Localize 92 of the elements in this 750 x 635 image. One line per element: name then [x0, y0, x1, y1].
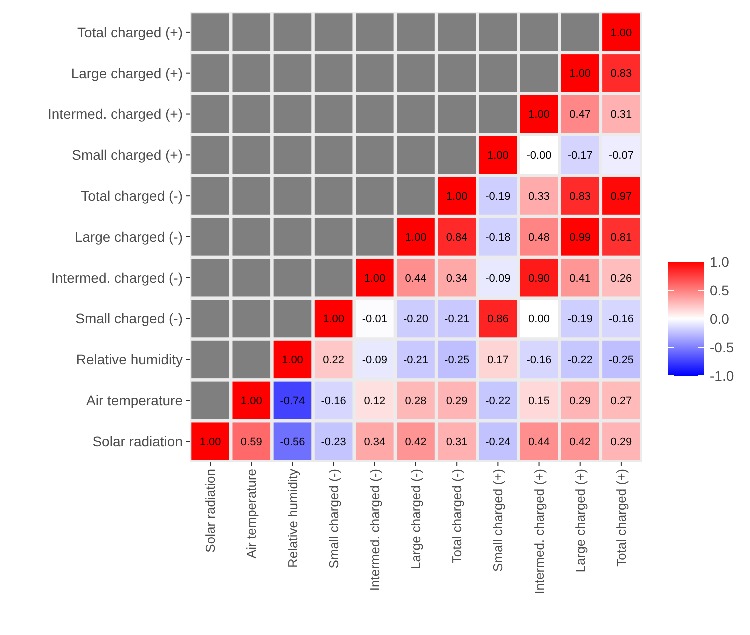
- y-tick-label: Relative humidity: [76, 352, 183, 368]
- data-label: 1.00: [610, 27, 632, 40]
- data-label: 0.84: [446, 232, 468, 244]
- data-label: 1.00: [405, 232, 427, 244]
- data-label: -0.25: [608, 354, 634, 367]
- data-label: 1.00: [200, 436, 222, 448]
- data-label: -0.25: [444, 354, 470, 367]
- data-label: -0.24: [486, 436, 511, 448]
- data-label: 1.00: [282, 354, 304, 367]
- data-label: 1.00: [528, 109, 550, 122]
- x-tick-label: Intermed. charged (-): [367, 469, 382, 592]
- y-tick-label: Air temperature: [86, 392, 184, 409]
- data-label: 0.86: [487, 314, 509, 326]
- data-label: -0.09: [486, 272, 511, 285]
- data-label: 1.00: [364, 272, 386, 285]
- data-label: 1.00: [240, 395, 262, 408]
- color-bar-label: 0.5: [710, 282, 730, 298]
- data-label: 0.90: [528, 272, 550, 285]
- x-tick-label: Large charged (+): [572, 469, 588, 573]
- data-label: 0.83: [610, 68, 632, 80]
- x-tick-label: Intermed. charged (+): [532, 469, 547, 594]
- data-label: 0.33: [528, 190, 550, 203]
- x-tick-label: Total charged (-): [450, 469, 465, 564]
- data-label: -0.21: [403, 354, 429, 367]
- data-label: 0.81: [610, 232, 632, 244]
- y-tick-label: Large charged (-): [74, 228, 183, 245]
- y-tick-label: Intermed. charged (+): [48, 106, 183, 122]
- data-label: -0.07: [608, 150, 634, 162]
- y-tick-label: Solar radiation: [92, 433, 183, 450]
- color-bar-label: -0.5: [710, 339, 734, 356]
- data-label: 0.22: [323, 354, 345, 367]
- data-label: 0.44: [528, 436, 550, 448]
- x-tick-label: Relative humidity: [285, 468, 300, 568]
- x-tick-label: Small charged (+): [490, 469, 506, 572]
- x-tick-label: Air temperature: [244, 469, 260, 559]
- data-label: 0.29: [570, 395, 592, 408]
- y-tick-label: Total charged (+): [78, 24, 183, 40]
- data-label: -0.17: [568, 150, 593, 162]
- data-label: 1.00: [487, 150, 509, 162]
- data-label: 0.59: [240, 436, 262, 448]
- data-label: 1.00: [446, 190, 468, 203]
- data-label: -0.16: [608, 314, 634, 326]
- data-label: -0.22: [486, 395, 511, 408]
- data-label: 0.28: [405, 395, 427, 408]
- data-label: 0.12: [364, 395, 386, 408]
- data-label: 0.48: [528, 232, 550, 244]
- data-label: 1.00: [323, 314, 345, 326]
- data-label: 0.42: [405, 436, 427, 448]
- data-label: 0.44: [405, 272, 427, 285]
- data-label: 0.34: [446, 272, 468, 285]
- data-label: 0.17: [487, 354, 509, 367]
- data-label: 1.00: [570, 68, 592, 80]
- data-label: 0.47: [570, 109, 592, 122]
- data-label: 0.29: [610, 436, 632, 448]
- data-label: -0.20: [403, 314, 429, 326]
- data-label: -0.18: [486, 232, 511, 244]
- color-bar-label: -1.0: [710, 368, 734, 384]
- data-label: -0.09: [362, 354, 388, 367]
- data-label: 0.99: [570, 232, 592, 244]
- x-tick-label: Large charged (-): [408, 469, 424, 570]
- data-label: -0.19: [486, 190, 511, 203]
- color-bar-label: 0.0: [710, 310, 730, 327]
- data-label: -0.16: [526, 354, 552, 367]
- data-label: 0.27: [610, 395, 632, 408]
- y-tick-label: Total charged (-): [81, 188, 183, 204]
- y-tick-label: Small charged (-): [76, 310, 183, 327]
- data-label: 0.41: [570, 272, 592, 285]
- data-label: -0.16: [321, 395, 346, 408]
- data-label: 0.42: [570, 436, 592, 448]
- y-tick-label: Intermed. charged (-): [52, 270, 183, 286]
- x-tick-label: Total charged (+): [614, 469, 630, 567]
- data-label: 0.34: [364, 436, 386, 448]
- data-label: 0.29: [446, 395, 468, 408]
- y-tick-label: Large charged (+): [71, 65, 183, 82]
- color-bar-label: 1.0: [710, 254, 730, 270]
- y-tick-label: Small charged (+): [72, 147, 183, 164]
- data-label: -0.01: [362, 314, 388, 326]
- data-label: -0.56: [280, 436, 306, 448]
- data-label: -0.21: [444, 314, 470, 326]
- data-label: 0.97: [610, 190, 632, 203]
- data-label: 0.00: [528, 314, 550, 326]
- data-label: 0.31: [610, 109, 632, 122]
- data-label: -0.22: [568, 354, 593, 367]
- x-tick-label: Small charged (-): [326, 469, 342, 569]
- data-label: 0.26: [610, 272, 632, 285]
- data-label: -0.19: [568, 314, 593, 326]
- data-label: -0.23: [321, 436, 346, 448]
- data-label: -0.00: [526, 150, 552, 162]
- data-label: 0.31: [446, 436, 468, 448]
- data-label: -0.74: [280, 395, 306, 408]
- data-label: 0.83: [570, 190, 592, 203]
- data-label: 0.15: [528, 395, 550, 408]
